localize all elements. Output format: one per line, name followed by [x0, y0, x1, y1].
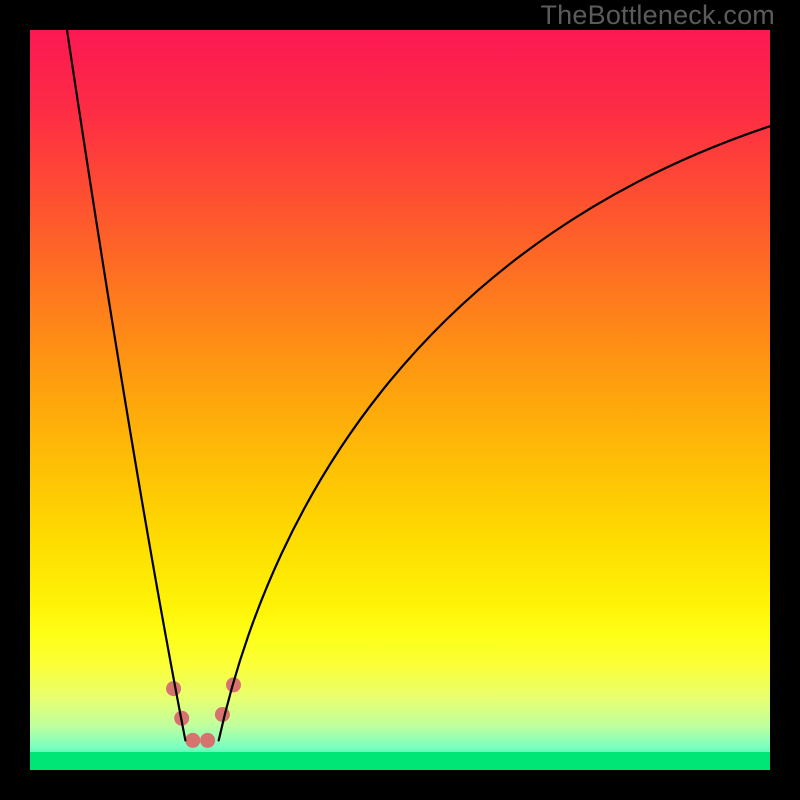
- curve-marker: [185, 733, 200, 748]
- bottleneck-curve: [30, 30, 770, 770]
- watermark-text: TheBottleneck.com: [540, 0, 775, 31]
- plot-area: [30, 30, 770, 770]
- curve-marker: [200, 733, 215, 748]
- curve-left-branch: [67, 30, 185, 740]
- chart-stage: TheBottleneck.com: [0, 0, 800, 800]
- curve-right-branch: [219, 126, 770, 740]
